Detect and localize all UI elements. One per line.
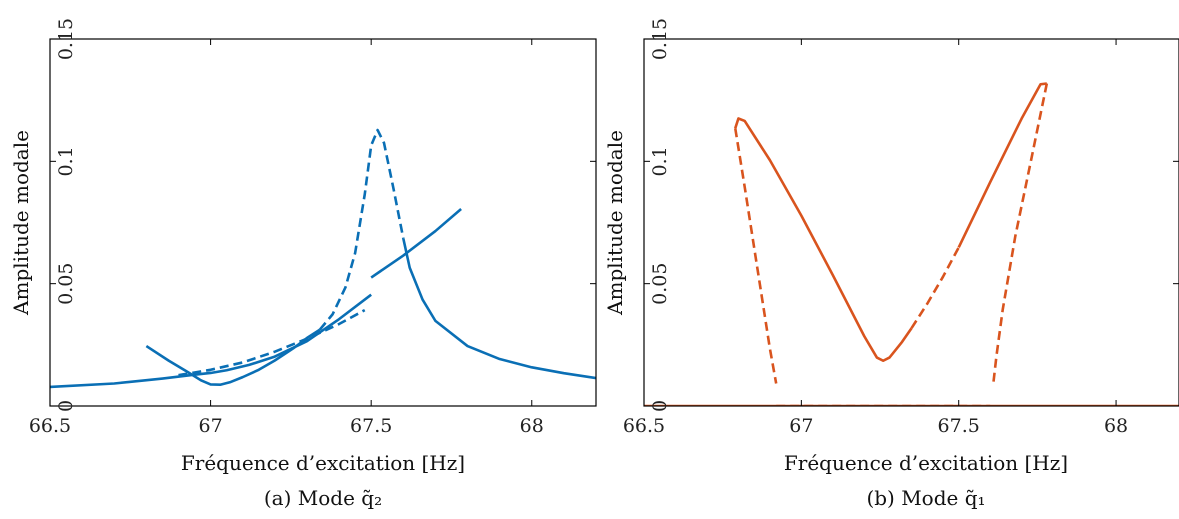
y-tick-label: 0.05 [55,263,77,305]
x-axis-label: Fréquence d’excitation [Hz] [181,451,465,475]
series-line-4-dashed [318,128,405,331]
x-tick-label: 68 [520,415,544,437]
x-axis-label: Fréquence d’excitation [Hz] [784,451,1068,475]
series-line-5-dashed [910,246,960,329]
series-line-2-solid [145,328,321,387]
plot-frame [643,38,1179,407]
y-tick-label: 0 [649,400,671,412]
x-tick-label: 66.5 [623,415,665,437]
x-tick-label: 67 [198,415,222,437]
y-tick-label: 0.15 [55,18,77,60]
y-tick-label: 0.1 [55,146,77,176]
series-line-7-dashed [992,83,1049,384]
series-line-3-dashed [178,308,366,377]
x-tick-label: 68 [1104,415,1128,437]
x-tick-label: 66.5 [29,415,71,437]
series-line-4-solid [734,117,913,363]
series-line-6-solid [402,238,596,380]
series-line-1-solid [50,293,372,389]
series-line-5-solid [370,208,462,279]
series-line-6-solid [957,82,1047,249]
figure-caption: (a) Mode q̃₂ [264,486,382,510]
y-tick-label: 0.15 [649,18,671,60]
panel-a: 66.5 67 67.5 68 0 0.05 0.1 0.15 Fréquence d’exci… [9,18,597,510]
y-tick-label: 0 [55,400,77,412]
panel-b: 66.5 67 67.5 68 0 0.05 0.1 0.15 Fréquence d’exci… [603,18,1179,510]
series-group [50,128,596,389]
y-axis-label: Amplitude modale [9,130,33,316]
plot-frame [49,38,597,407]
series-line-3-dashed [733,128,778,384]
y-tick-label: 0.1 [649,146,671,176]
x-tick-label: 67.5 [938,415,980,437]
x-tick-label: 67.5 [350,415,392,437]
y-axis-label: Amplitude modale [603,130,627,316]
series-group [644,82,1179,406]
figure-caption: (b) Mode q̃₁ [866,486,985,510]
x-tick-label: 67 [789,415,813,437]
y-tick-label: 0.05 [649,263,671,305]
